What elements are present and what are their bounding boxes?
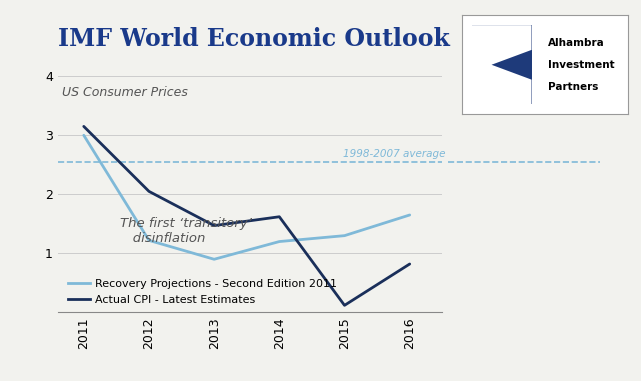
- Text: US Consumer Prices: US Consumer Prices: [62, 86, 187, 99]
- Legend: Recovery Projections - Second Edition 2011, Actual CPI - Latest Estimates: Recovery Projections - Second Edition 20…: [63, 275, 342, 309]
- Text: 1998-2007 average: 1998-2007 average: [343, 149, 445, 160]
- Polygon shape: [472, 25, 531, 104]
- Text: IMF World Economic Outlook: IMF World Economic Outlook: [58, 27, 449, 51]
- Text: disinflation: disinflation: [120, 232, 205, 245]
- Text: Partners: Partners: [548, 82, 599, 91]
- Polygon shape: [470, 27, 535, 102]
- Text: Investment: Investment: [548, 60, 615, 70]
- Text: Alhambra: Alhambra: [548, 38, 605, 48]
- Text: The first ‘transitory’: The first ‘transitory’: [120, 217, 252, 231]
- Polygon shape: [472, 25, 531, 104]
